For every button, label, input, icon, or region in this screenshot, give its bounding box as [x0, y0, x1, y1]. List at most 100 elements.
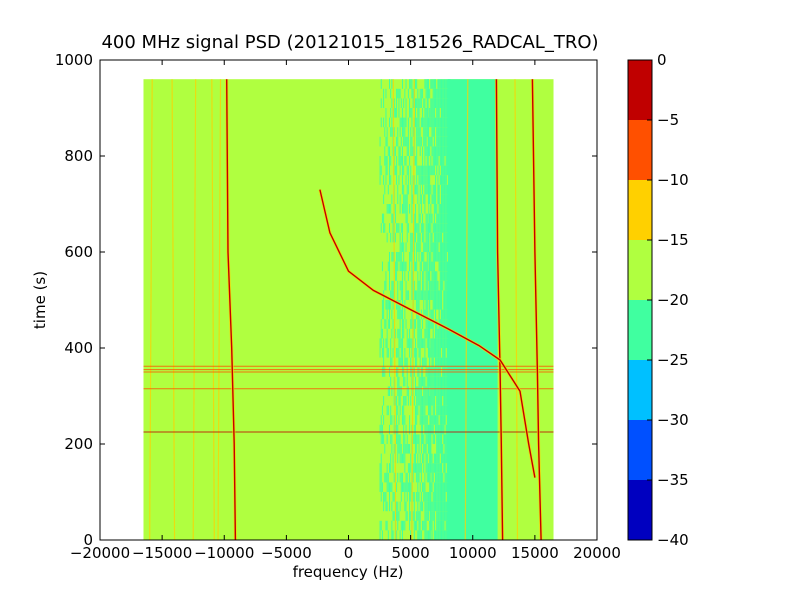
heatmap-cell [396, 482, 398, 492]
heatmap-cell [431, 396, 433, 406]
heatmap-cell [440, 357, 443, 368]
heatmap-cell [443, 204, 445, 214]
heatmap-cell [438, 204, 440, 214]
heatmap-cell [437, 434, 439, 444]
heatmap-cell [411, 79, 413, 89]
heatmap-cell [405, 444, 407, 454]
heatmap-cell [437, 357, 439, 368]
heatmap-cell [413, 511, 415, 521]
heatmap-cell [445, 338, 447, 348]
heatmap-cell [449, 319, 451, 329]
heatmap-cell [414, 453, 416, 464]
heatmap-cell [403, 98, 405, 108]
heatmap-cell [383, 492, 385, 502]
heatmap-cell [448, 242, 450, 252]
heatmap-cell [424, 396, 426, 406]
heatmap-cell [409, 511, 411, 521]
heatmap-cell [399, 405, 401, 416]
heatmap-cell [448, 261, 450, 272]
heatmap-cell [403, 165, 405, 176]
heatmap-cell [440, 424, 443, 435]
heatmap-cell [448, 376, 450, 387]
heatmap-cell [440, 175, 443, 185]
heatmap-cell [389, 261, 391, 272]
heatmap-cell [439, 415, 441, 425]
heatmap-cell [449, 348, 451, 358]
heatmap-cell [391, 252, 393, 262]
heatmap-cell [384, 223, 386, 233]
heatmap-cell [414, 415, 416, 425]
heatmap-cell [425, 415, 427, 425]
heatmap-cell [435, 424, 437, 435]
heatmap-cell [396, 511, 398, 521]
y-tick-label: 0 [83, 531, 93, 549]
heatmap-cell [419, 453, 421, 464]
heatmap-cell [438, 213, 440, 224]
heatmap-cell [383, 300, 385, 310]
heatmap-cell [439, 127, 441, 137]
heatmap-cell [438, 376, 440, 387]
heatmap-cell [446, 300, 449, 310]
heatmap-cell [443, 348, 445, 358]
heatmap-cell [449, 184, 451, 195]
heatmap-cell [444, 300, 446, 310]
heatmap-cell [410, 175, 412, 185]
heatmap-cell [390, 300, 392, 310]
heatmap-cell [419, 405, 421, 416]
heatmap-cell [440, 309, 443, 320]
heatmap-cell [435, 453, 437, 464]
heatmap-cell [443, 194, 445, 204]
heatmap-cell [430, 424, 432, 435]
heatmap-cell [399, 252, 401, 262]
heatmap-cell [389, 319, 391, 329]
heatmap-cell [433, 415, 435, 425]
heatmap-cell [387, 530, 389, 540]
heatmap-cell [417, 108, 419, 118]
heatmap-cell [386, 204, 388, 214]
heatmap-cell [392, 252, 394, 262]
heatmap-cell [391, 482, 393, 492]
heatmap-cell [424, 194, 426, 204]
heatmap-cell [390, 338, 392, 348]
heatmap-cell [422, 175, 424, 185]
heatmap-cell [419, 386, 421, 396]
heatmap-cell [444, 117, 446, 128]
heatmap-cell [389, 156, 391, 166]
heatmap-cell [430, 319, 432, 329]
heatmap-cell [446, 376, 449, 387]
heatmap-cell [423, 242, 425, 252]
heatmap-cell [429, 501, 431, 512]
heatmap-cell [440, 165, 443, 176]
heatmap-cell [403, 405, 405, 416]
heatmap-cell [448, 338, 450, 348]
heatmap-cell [416, 79, 418, 89]
heatmap-cell [432, 127, 434, 137]
heatmap-cell [394, 213, 396, 224]
heatmap-cell [435, 463, 437, 473]
heatmap-cell [424, 127, 426, 137]
heatmap-cell [417, 338, 419, 348]
heatmap-cell [420, 492, 422, 502]
heatmap-cell [438, 165, 440, 176]
heatmap-cell [409, 463, 411, 473]
heatmap-cell [418, 280, 420, 291]
colorbar-tick-label: −25 [657, 351, 689, 369]
heatmap-cell [420, 175, 422, 185]
heatmap-cell [411, 271, 413, 281]
heatmap-cell [399, 453, 401, 464]
heatmap-cell [436, 242, 438, 252]
heatmap-cell [383, 357, 385, 368]
heatmap-cell [427, 492, 429, 502]
colorbar-ticks: −40−35−30−25−20−15−10−50 [647, 51, 689, 549]
heatmap-cell [401, 405, 403, 416]
heatmap-cell [427, 405, 429, 416]
heatmap-cell [390, 348, 392, 358]
heatmap-cell [393, 386, 395, 396]
heatmap-cell [384, 146, 386, 156]
heatmap-cell [437, 252, 439, 262]
heatmap-cell [446, 396, 449, 406]
heatmap-cell [433, 136, 435, 147]
heatmap-cell [417, 136, 419, 147]
heatmap-cell [407, 482, 409, 492]
heatmap-cell [431, 472, 433, 483]
